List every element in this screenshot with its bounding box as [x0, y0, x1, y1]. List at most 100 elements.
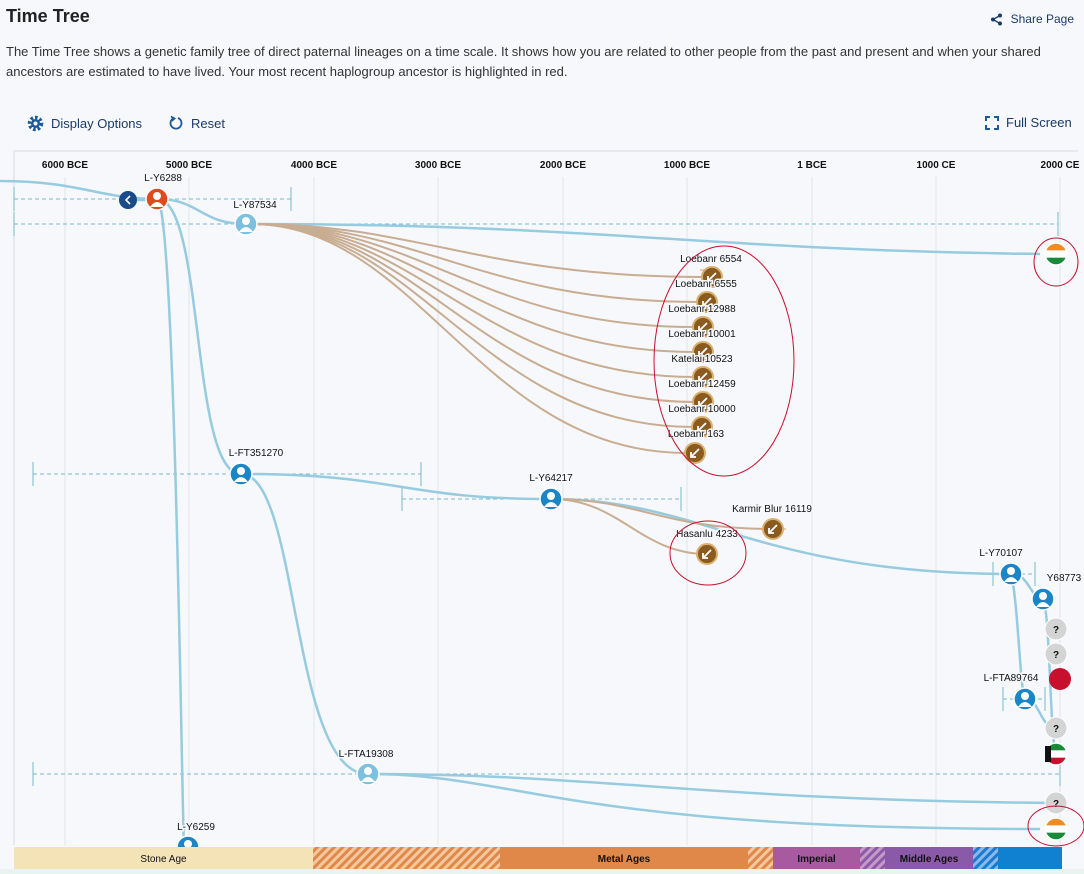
- page-title: Time Tree: [6, 6, 90, 26]
- axis-label: 1000 BCE: [664, 160, 710, 171]
- node-label: Loebanr 10001: [668, 329, 736, 340]
- lineage-line: [155, 197, 186, 848]
- lineage-line: [156, 197, 242, 476]
- node-label: Loebanr 6554: [680, 254, 742, 265]
- age-segment: [973, 847, 998, 869]
- age-segment: [998, 847, 1062, 869]
- node-label: L-Y87534: [233, 200, 277, 211]
- node-label: L-FTA89764: [984, 673, 1039, 684]
- age-label: Metal Ages: [598, 854, 651, 865]
- axis-label: 6000 BCE: [42, 160, 88, 171]
- flag-stripe: [1045, 757, 1067, 765]
- lineage-line: [245, 222, 1041, 256]
- ancient-line: [249, 223, 696, 378]
- node-body: [544, 502, 558, 507]
- share-label: Share Page: [1010, 12, 1074, 26]
- ancient-line: [249, 223, 696, 353]
- node-body: [1036, 602, 1050, 607]
- ancient-line: [249, 223, 696, 328]
- lineage-line: [0, 179, 158, 201]
- reset-label: Reset: [191, 115, 225, 131]
- gear-icon: [27, 115, 44, 132]
- display-options-button[interactable]: Display Options: [27, 115, 142, 132]
- share-icon: [990, 13, 1002, 25]
- unknown-label: ?: [1053, 625, 1059, 636]
- axis-label: 4000 BCE: [291, 160, 337, 171]
- node-head: [364, 767, 372, 775]
- reset-icon: [169, 115, 183, 130]
- flag-stripe: [1045, 832, 1067, 840]
- axis-label: 2000 BCE: [540, 160, 586, 171]
- lineage-line: [367, 772, 1041, 831]
- bottom-strip: [0, 869, 1084, 874]
- lineage-line: [240, 472, 369, 776]
- highlight-ellipse: [1033, 237, 1079, 287]
- ancient-icon: [698, 397, 708, 407]
- node-label: L-Y70107: [979, 548, 1023, 559]
- ancient-icon: [768, 524, 778, 534]
- node-head: [1007, 567, 1015, 575]
- node-label: Hasanlu 4233: [676, 529, 738, 540]
- display-options-label: Display Options: [51, 116, 143, 131]
- axis-label: 5000 BCE: [166, 160, 212, 171]
- ancient-icon: [698, 322, 708, 332]
- node-body: [1004, 577, 1018, 582]
- reset-button[interactable]: Reset: [168, 115, 225, 131]
- node-label: Karmir Blur 16119: [732, 504, 812, 515]
- unknown-node: [1044, 642, 1068, 666]
- unknown-node: [1044, 716, 1068, 740]
- share-button[interactable]: Share Page: [990, 12, 1074, 26]
- node-label: L-Y64217: [529, 473, 573, 484]
- lineage-line: [156, 197, 247, 226]
- back-button[interactable]: [119, 191, 137, 209]
- node-label: L-Y6288: [144, 173, 182, 184]
- flag-stripe: [1045, 818, 1067, 826]
- node-label: L-FTA19308: [339, 749, 394, 760]
- full-screen-button[interactable]: Full Screen: [985, 115, 1072, 130]
- node-head: [1021, 692, 1029, 700]
- node-label: Katelai 10523: [671, 354, 733, 365]
- back-icon: [124, 195, 131, 205]
- highlight-ellipse: [1027, 805, 1084, 847]
- unknown-label: ?: [1053, 799, 1059, 810]
- axis-label: 1 BCE: [797, 160, 827, 171]
- node-label: Loebanr 10000: [668, 404, 736, 415]
- flag-stripe: [1045, 750, 1067, 759]
- full-screen-icon: [985, 115, 999, 130]
- ancient-line: [550, 498, 774, 530]
- node-head: [547, 492, 555, 500]
- age-segment: [773, 847, 860, 869]
- node-label: L-FT351270: [229, 448, 284, 459]
- unknown-label: ?: [1053, 724, 1059, 735]
- age-segment: [500, 847, 748, 869]
- node-head: [153, 192, 161, 200]
- flag-stripe: [1045, 243, 1067, 251]
- node-label: Y68773: [1047, 573, 1082, 584]
- flag-stripe: [1045, 257, 1067, 265]
- description: The Time Tree shows a genetic family tre…: [6, 44, 1041, 79]
- node-label: Loebanr 12459: [668, 379, 736, 390]
- lineage-line: [240, 472, 552, 501]
- axis-label: 3000 BCE: [415, 160, 461, 171]
- ancient-icon: [698, 372, 708, 382]
- node-label: L-Y6259: [177, 822, 215, 833]
- age-segment: [885, 847, 973, 869]
- ancient-line: [249, 223, 705, 278]
- highlight-ellipse: [653, 245, 795, 477]
- ancient-icon: [697, 422, 707, 432]
- axis-label: 2000 CE: [1041, 160, 1080, 171]
- ancient-icon: [698, 347, 708, 357]
- node-body: [150, 202, 164, 207]
- ancient-icon: [702, 549, 712, 559]
- flag-border: [1044, 242, 1068, 266]
- unknown-label: ?: [1053, 650, 1059, 661]
- age-segment: [14, 847, 313, 869]
- node-head: [184, 840, 192, 848]
- age-label: Stone Age: [140, 854, 187, 865]
- node-body: [239, 227, 253, 232]
- flag-stripe: [1045, 250, 1067, 259]
- ancient-line: [249, 223, 700, 303]
- axis-label: 1000 CE: [917, 160, 956, 171]
